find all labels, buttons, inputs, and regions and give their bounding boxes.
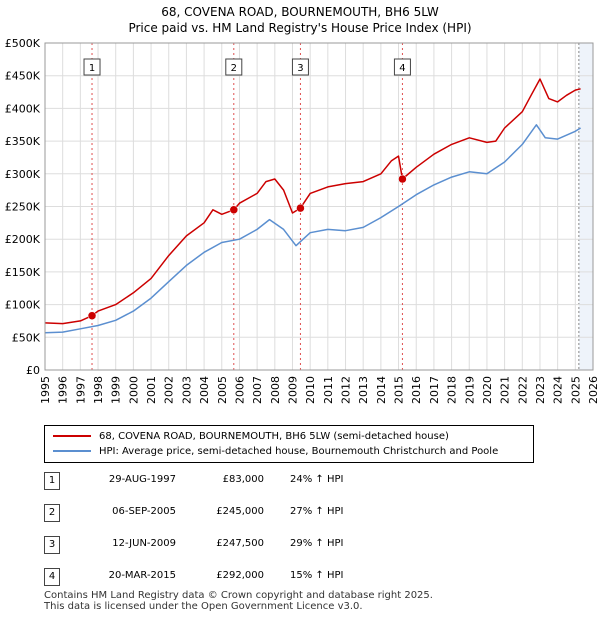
- sale-date: 20-MAR-2015: [108, 570, 176, 581]
- legend-label-property: 68, COVENA ROAD, BOURNEMOUTH, BH6 5LW (s…: [99, 431, 449, 442]
- x-tick-label: 2019: [463, 376, 476, 404]
- x-tick-label: 2014: [375, 376, 388, 404]
- sale-point: [229, 205, 239, 215]
- property-price-line: [44, 78, 581, 325]
- sale-marker-number: 4: [399, 63, 405, 74]
- footer-line-licence: This data is licensed under the Open Gov…: [44, 601, 363, 612]
- y-tick-label: £100K: [5, 299, 41, 312]
- x-tick-label: 2004: [198, 376, 211, 404]
- x-tick-label: 1996: [57, 376, 70, 404]
- legend-item-property: 68, COVENA ROAD, BOURNEMOUTH, BH6 5LW (s…: [53, 430, 449, 444]
- x-tick-label: 2018: [446, 376, 459, 404]
- x-tick-label: 2016: [410, 376, 423, 404]
- sale-hpi-change: 24% ↑ HPI: [290, 474, 344, 485]
- sale-marker-box: [393, 58, 411, 76]
- sale-marker-number: 2: [231, 63, 237, 74]
- x-tick-label: 2009: [286, 376, 299, 404]
- sale-point: [296, 203, 305, 213]
- x-tick-label: 2024: [552, 376, 565, 404]
- y-tick-label: £400K: [5, 102, 41, 115]
- plot-frame: [44, 42, 594, 371]
- legend-item-hpi: HPI: Average price, semi-detached house,…: [53, 445, 498, 459]
- sale-marker-box: [83, 58, 101, 76]
- footer-line-copyright: Contains HM Land Registry data © Crown c…: [44, 590, 433, 601]
- x-tick-label: 2000: [127, 376, 140, 404]
- sale-number-badge: 2: [44, 504, 60, 522]
- sale-price: £247,500: [216, 538, 264, 549]
- sale-date: 12-JUN-2009: [112, 538, 176, 549]
- x-tick-label: 2020: [481, 376, 494, 404]
- sale-marker-number: 3: [297, 63, 303, 74]
- y-tick-label: £450K: [5, 70, 41, 83]
- x-tick-label: 2012: [340, 376, 353, 404]
- sale-row: 2 06-SEP-2005 £245,000 27% ↑ HPI: [44, 504, 464, 536]
- y-tick-label: £50K: [12, 331, 41, 344]
- sale-row: 4 20-MAR-2015 £292,000 15% ↑ HPI: [44, 568, 464, 600]
- sale-point: [398, 174, 407, 184]
- sale-marker-box: [225, 58, 243, 76]
- sale-date: 06-SEP-2005: [112, 506, 176, 517]
- chart-subtitle: Price paid vs. HM Land Registry's House …: [128, 21, 472, 35]
- sale-row: 3 12-JUN-2009 £247,500 29% ↑ HPI: [44, 536, 464, 568]
- x-tick-label: 1998: [92, 376, 105, 404]
- sale-point: [87, 311, 97, 320]
- x-tick-label: 2023: [534, 376, 547, 404]
- y-tick-label: £150K: [5, 266, 41, 279]
- x-tick-label: 2010: [304, 376, 317, 404]
- y-tick-label: £300K: [5, 168, 41, 181]
- chart-legend: 68, COVENA ROAD, BOURNEMOUTH, BH6 5LW (s…: [44, 425, 534, 463]
- hpi-line: [44, 124, 581, 334]
- x-tick-label: 2006: [233, 376, 246, 404]
- legend-swatch-property: [53, 435, 91, 437]
- sale-hpi-change: 27% ↑ HPI: [290, 506, 344, 517]
- x-tick-label: 2008: [269, 376, 282, 404]
- sale-date: 29-AUG-1997: [108, 474, 176, 485]
- x-tick-label: 2025: [569, 376, 582, 404]
- x-tick-label: 2003: [180, 376, 193, 404]
- sale-price: £245,000: [216, 506, 264, 517]
- sale-price: £83,000: [222, 474, 264, 485]
- sale-number-badge: 1: [44, 472, 60, 490]
- x-tick-label: 2002: [163, 376, 176, 404]
- sale-marker-number: 1: [89, 63, 95, 74]
- x-tick-label: 1995: [39, 376, 52, 404]
- y-tick-label: £250K: [5, 201, 41, 214]
- sale-number-badge: 3: [44, 536, 60, 554]
- x-tick-label: 2007: [251, 376, 264, 404]
- sale-row: 1 29-AUG-1997 £83,000 24% ↑ HPI: [44, 472, 464, 504]
- x-tick-label: 2026: [587, 376, 600, 404]
- legend-label-hpi: HPI: Average price, semi-detached house,…: [99, 446, 499, 457]
- sale-marker-box: [291, 58, 309, 76]
- x-tick-label: 2015: [393, 376, 406, 404]
- x-tick-label: 1997: [74, 376, 87, 404]
- sales-table: 1 29-AUG-1997 £83,000 24% ↑ HPI 2 06-SEP…: [44, 472, 464, 600]
- x-tick-label: 2017: [428, 376, 441, 404]
- x-tick-label: 2021: [499, 376, 512, 404]
- y-tick-label: £500K: [5, 37, 41, 50]
- y-tick-label: £350K: [5, 135, 41, 148]
- x-tick-label: 2013: [357, 376, 370, 404]
- sale-price: £292,000: [216, 570, 264, 581]
- y-tick-label: £0: [26, 364, 40, 377]
- x-tick-label: 2005: [216, 376, 229, 404]
- x-tick-label: 2001: [145, 376, 158, 404]
- chart-title: 68, COVENA ROAD, BOURNEMOUTH, BH6 5LW: [161, 5, 439, 19]
- price-chart: 1 2 3 4 £0 £50K £100K £150K £200K £250K £300K £350…: [5, 37, 600, 404]
- sale-number-badge: 4: [44, 568, 60, 586]
- y-tick-label: £200K: [5, 233, 41, 246]
- x-tick-label: 2022: [516, 376, 529, 404]
- legend-swatch-hpi: [53, 450, 91, 452]
- x-tick-label: 2011: [322, 376, 335, 404]
- sale-hpi-change: 15% ↑ HPI: [290, 570, 344, 581]
- x-tick-label: 1999: [110, 376, 123, 404]
- footer-credits: Contains HM Land Registry data © Crown c…: [44, 590, 433, 612]
- sale-hpi-change: 29% ↑ HPI: [290, 538, 344, 549]
